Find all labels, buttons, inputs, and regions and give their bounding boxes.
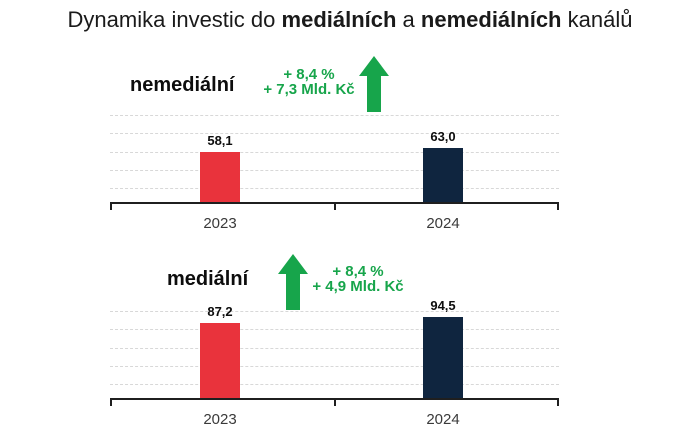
up-arrow-icon	[278, 254, 308, 310]
change-annotation-medialni: + 8,4 % + 4,9 Mld. Kč	[303, 264, 413, 294]
change-percent: + 8,4 %	[332, 263, 384, 280]
axis-tick	[110, 399, 112, 406]
change-absolute: + 4,9 Mld. Kč	[312, 278, 404, 295]
gridline	[110, 384, 559, 385]
axis-tick	[110, 203, 112, 210]
bar-2023	[200, 152, 240, 202]
chart-label-nemedialni: nemediální	[130, 74, 235, 96]
gridline	[110, 348, 559, 349]
gridline	[110, 152, 559, 153]
bar-2024	[423, 147, 463, 202]
gridline	[110, 329, 559, 330]
title-bold-nonmedia: nemediálních	[420, 7, 562, 32]
change-absolute: + 7,3 Mld. Kč	[263, 81, 355, 98]
axis-tick	[557, 399, 559, 406]
plot-medialni: 87,2 94,5 2023 2024	[110, 299, 559, 428]
bar-value-label: 87,2	[207, 304, 233, 319]
bar-value-label: 94,5	[430, 297, 456, 313]
axis-tick	[333, 203, 336, 210]
axis-tick	[557, 203, 559, 210]
plot-nemedialni: 58,1 63,0 2023 2024	[110, 115, 559, 232]
x-label-2023: 2023	[203, 411, 237, 428]
gridline	[110, 366, 559, 367]
change-percent: + 8,4 %	[283, 66, 335, 83]
x-label-2024: 2024	[426, 215, 460, 232]
bar-group-2023: 58,1	[200, 134, 240, 202]
bar-value-label: 63,0	[430, 128, 456, 144]
x-label-2023: 2023	[203, 215, 237, 232]
gridline	[110, 170, 559, 171]
gridline	[110, 133, 559, 134]
up-arrow-icon	[359, 56, 389, 112]
bar-value-label: 58,1	[207, 133, 233, 148]
title-suffix: kanálů	[561, 7, 633, 32]
page-title: Dynamika investic do mediálních a nemedi…	[0, 6, 700, 33]
x-axis	[110, 202, 559, 210]
gridline	[110, 115, 559, 116]
bar-2024	[423, 316, 463, 398]
gridline	[110, 311, 559, 312]
bar-group-2023: 87,2	[200, 305, 240, 398]
gridline	[110, 188, 559, 189]
axis-tick	[333, 399, 336, 406]
change-annotation-nemedialni: + 8,4 % + 7,3 Mld. Kč	[254, 67, 364, 97]
bar-group-2024: 63,0	[423, 130, 463, 202]
title-middle: a	[396, 7, 421, 32]
bar-group-2024: 94,5	[423, 299, 463, 398]
title-prefix: Dynamika investic do	[67, 7, 282, 32]
x-label-2024: 2024	[426, 411, 460, 428]
x-axis	[110, 398, 559, 406]
bar-2023	[200, 323, 240, 398]
chart-label-medialni: mediální	[167, 268, 249, 290]
title-bold-media: mediálních	[281, 7, 397, 32]
